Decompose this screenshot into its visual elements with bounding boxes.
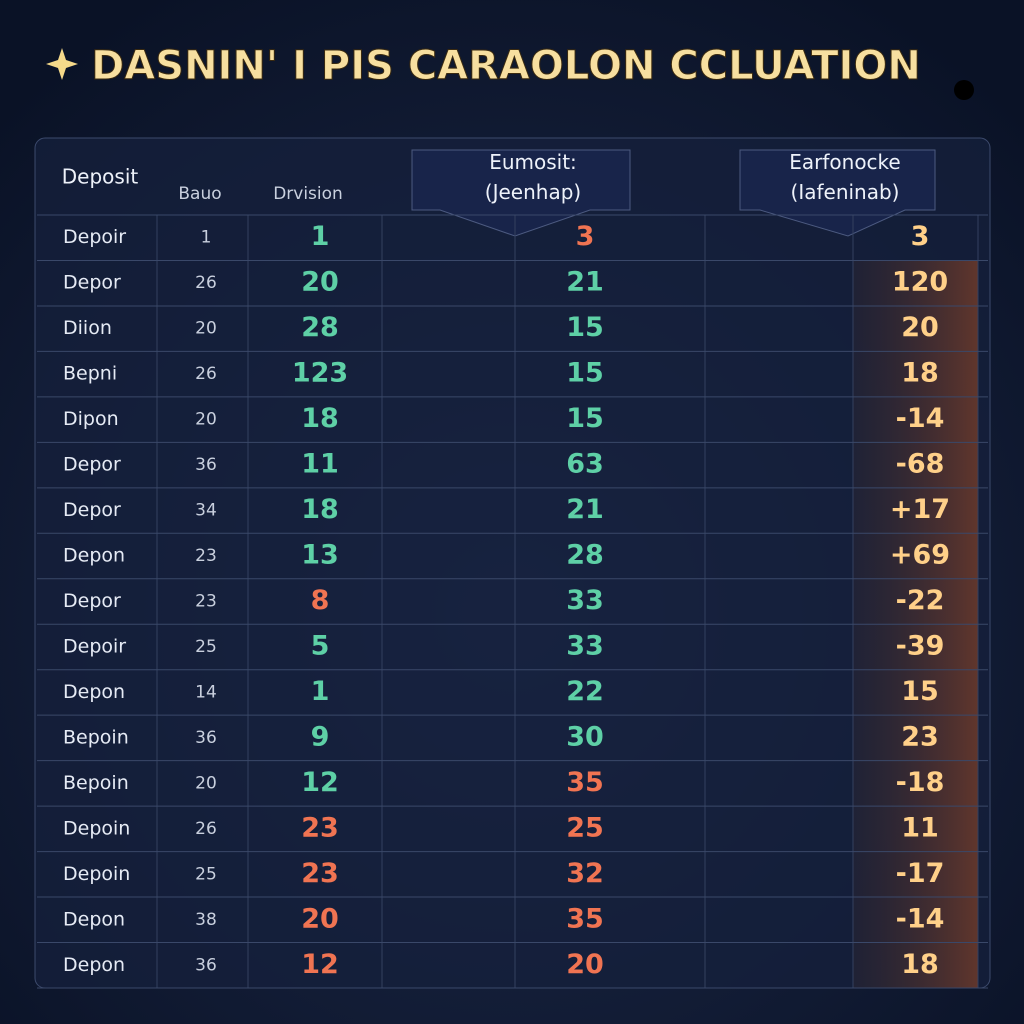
- cell-value: 23: [195, 592, 217, 612]
- cell-value: -68: [896, 449, 945, 480]
- cell-value: 14: [195, 682, 217, 702]
- cell-value: 26: [195, 364, 217, 384]
- cell-value: 15: [566, 312, 604, 343]
- cell-value: -17: [896, 858, 945, 889]
- cell-value: 25: [195, 637, 217, 657]
- cell-value: 28: [301, 312, 339, 343]
- row-label: Bepni: [63, 363, 117, 385]
- cell-value: 18: [901, 949, 939, 980]
- column-header: Eumosit: (Jeenhap): [485, 150, 581, 204]
- cell-value: 36: [195, 955, 217, 975]
- cell-value: 15: [566, 403, 604, 434]
- row-label: Bepoin: [63, 726, 129, 748]
- cell-value: 33: [566, 585, 604, 616]
- cell-value: 18: [301, 494, 339, 525]
- cell-value: 20: [566, 949, 604, 980]
- cell-value: 36: [195, 728, 217, 748]
- row-label: Diion: [63, 317, 112, 339]
- cell-value: 1: [311, 676, 330, 707]
- cell-value: 23: [301, 858, 339, 889]
- cell-value: -18: [896, 767, 945, 798]
- cell-value: 28: [566, 540, 604, 571]
- row-label: Depon: [63, 545, 125, 567]
- cell-value: 23: [195, 546, 217, 566]
- row-label: Depor: [63, 590, 121, 612]
- column-header: Bauo: [178, 184, 221, 204]
- cell-value: 11: [901, 812, 939, 843]
- cell-value: 123: [292, 358, 348, 389]
- row-label: Dipon: [63, 408, 119, 430]
- cell-value: 33: [566, 630, 604, 661]
- cell-value: 35: [566, 767, 604, 798]
- row-label: Bepoin: [63, 772, 129, 794]
- cell-value: 5: [311, 630, 330, 661]
- cell-value: 11: [301, 449, 339, 480]
- cell-value: 35: [566, 903, 604, 934]
- row-label: Depor: [63, 454, 121, 476]
- grid: [37, 214, 988, 989]
- cell-value: 21: [566, 494, 604, 525]
- row-label: Depon: [63, 908, 125, 930]
- cell-value: 13: [301, 540, 339, 571]
- cell-value: +69: [890, 540, 950, 571]
- cell-value: 26: [195, 273, 217, 293]
- cell-value: 25: [566, 812, 604, 843]
- cell-value: 38: [195, 910, 217, 930]
- cell-value: 18: [301, 403, 339, 434]
- cell-value: 30: [566, 721, 604, 752]
- cell-value: 63: [566, 449, 604, 480]
- row-label: Depon: [63, 681, 125, 703]
- sparkle-icon: [46, 48, 78, 80]
- cell-value: +17: [890, 494, 950, 525]
- cell-value: 1: [311, 221, 330, 252]
- column-header: Earfonocke (Iafeninab): [789, 150, 900, 204]
- row-label: Depoin: [63, 817, 130, 839]
- cell-value: 32: [566, 858, 604, 889]
- table-panel: [34, 137, 991, 989]
- cell-value: 25: [195, 864, 217, 884]
- cell-value: 26: [195, 819, 217, 839]
- cell-value: 34: [195, 501, 217, 521]
- cell-value: 120: [892, 267, 948, 298]
- cell-value: 18: [901, 358, 939, 389]
- cell-value: 20: [195, 319, 217, 339]
- cells: Deposit Bauo Drvision Eumosit: (Jeenhap) Earf…: [62, 150, 950, 980]
- cell-value: -39: [896, 630, 945, 661]
- cell-value: 20: [301, 267, 339, 298]
- cell-value: 3: [576, 221, 595, 252]
- row-label: Depor: [63, 499, 121, 521]
- cell-value: 21: [566, 267, 604, 298]
- page-title: DASNIN' I PIS CARAOLON CCLUATION: [91, 43, 921, 89]
- row-label: Depon: [63, 954, 125, 976]
- cell-value: 23: [301, 812, 339, 843]
- cell-value: -14: [896, 903, 945, 934]
- cell-value: 3: [911, 221, 930, 252]
- cell-value: 22: [566, 676, 604, 707]
- cell-value: 12: [301, 767, 339, 798]
- cell-value: 15: [566, 358, 604, 389]
- cell-value: 20: [195, 773, 217, 793]
- column-header: Deposit: [62, 165, 139, 189]
- dot-icon: [954, 80, 974, 100]
- row-label: Depor: [63, 272, 121, 294]
- cell-value: 20: [901, 312, 939, 343]
- row-label: Depoir: [63, 226, 126, 248]
- cell-value: 15: [901, 676, 939, 707]
- cell-value: 20: [195, 410, 217, 430]
- cell-value: 9: [311, 721, 330, 752]
- cell-value: -22: [896, 585, 945, 616]
- cell-value: 36: [195, 455, 217, 475]
- cell-value: 1: [201, 228, 212, 248]
- cell-value: -14: [896, 403, 945, 434]
- row-label: Depoir: [63, 635, 126, 657]
- cell-value: 20: [301, 903, 339, 934]
- cell-value: 8: [311, 585, 330, 616]
- row-label: Depoin: [63, 863, 130, 885]
- cell-value: 23: [901, 721, 939, 752]
- column-header: Drvision: [273, 184, 343, 204]
- cell-value: 12: [301, 949, 339, 980]
